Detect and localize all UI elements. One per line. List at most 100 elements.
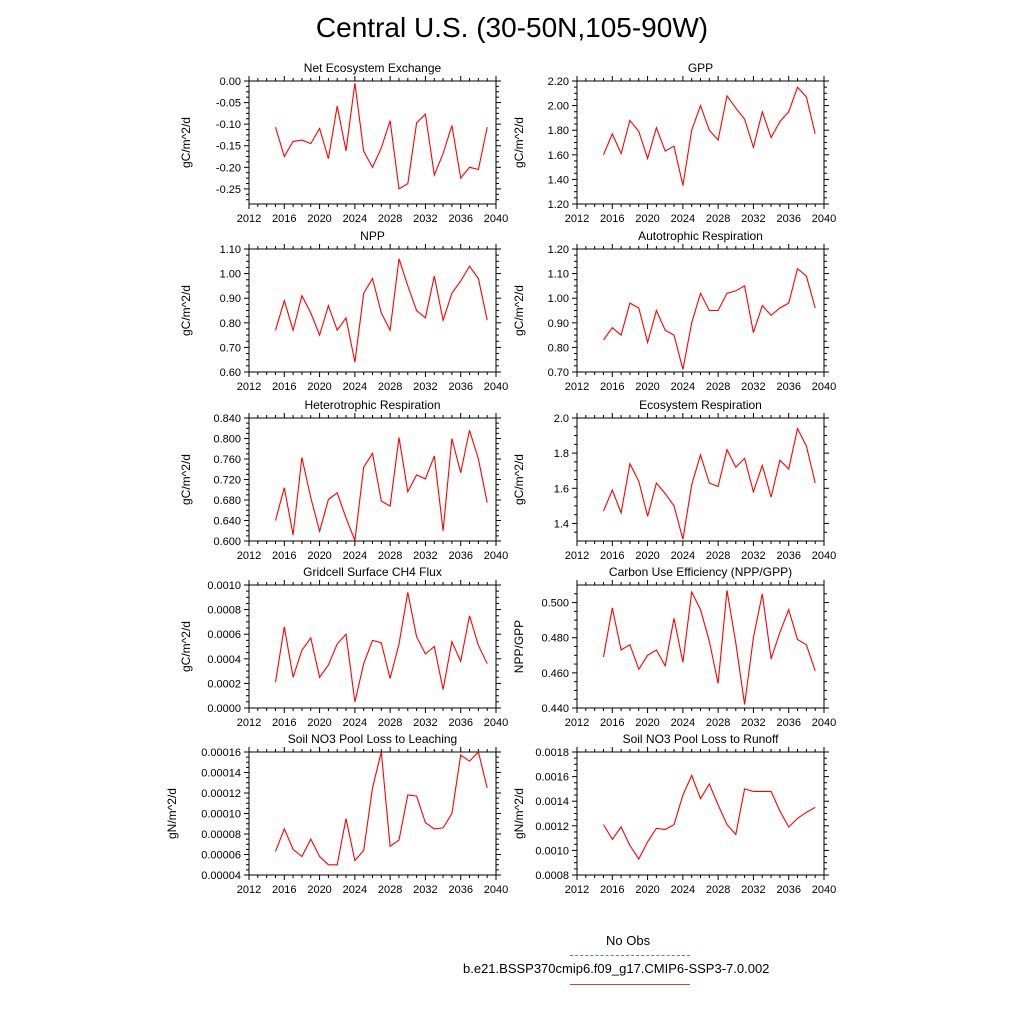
- panel-9-ytick-label: 0.00006: [201, 850, 241, 862]
- panel-9-xtick-label: 2024: [343, 884, 367, 896]
- panel-5-ytick-label: 0.720: [213, 475, 241, 487]
- panel-1-ylabel: gC/m^2/d: [179, 117, 193, 168]
- panel-10-xtick-label: 2016: [600, 884, 624, 896]
- panel-6-xtick-label: 2020: [635, 550, 659, 562]
- panel-7-series-line: [274, 592, 488, 703]
- panel-6-ytick-label: 2.0: [554, 413, 569, 425]
- panel-1-xtick-label: 2024: [343, 213, 367, 225]
- panel-8-xtick-label: 2040: [812, 717, 836, 729]
- panel-7-ytick-label: 0.0006: [207, 629, 241, 641]
- panel-9-xtick-label: 2020: [307, 884, 331, 896]
- panel-10-ytick-label: 0.0012: [535, 821, 569, 833]
- panel-9-frame: [248, 751, 497, 876]
- panel-7-xtick-label: 2016: [272, 717, 296, 729]
- panel-10-ytick-label: 0.0018: [535, 747, 569, 759]
- panel-8-title: Carbon Use Efficiency (NPP/GPP): [609, 565, 792, 579]
- panel-5-ytick-label: 0.600: [213, 536, 241, 548]
- panel-8-ytick-label: 0.460: [541, 668, 569, 680]
- panel-7-ylabel: gC/m^2/d: [179, 621, 193, 672]
- panel-4-xtick-label: 2016: [600, 381, 624, 393]
- panel-9-title: Soil NO3 Pool Loss to Leaching: [288, 732, 457, 746]
- panel-10-xtick-label: 2036: [776, 884, 800, 896]
- panel-4-xtick-label: 2012: [565, 381, 589, 393]
- panel-10-ytick-label: 0.0014: [535, 796, 569, 808]
- panel-6-ytick-label: 1.4: [554, 518, 569, 530]
- panel-9-ytick-label: 0.00008: [201, 829, 241, 841]
- panel-5-xtick-label: 2028: [378, 550, 402, 562]
- panel-9-ytick-label: 0.00010: [201, 809, 241, 821]
- panel-3-series-line: [274, 258, 488, 363]
- panel-2-ytick-label: 2.20: [548, 76, 569, 88]
- panel-5-xtick-label: 2012: [237, 550, 261, 562]
- panel-4-title: Autotrophic Respiration: [638, 229, 763, 243]
- panel-7-ytick-label: 0.0002: [207, 678, 241, 690]
- panel-6-ytick-label: 1.6: [554, 483, 569, 495]
- panel-2-ytick-label: 1.20: [548, 199, 569, 211]
- panel-5-frame: [248, 417, 497, 542]
- panel-3-xtick-label: 2036: [448, 381, 472, 393]
- panel-2-xtick-label: 2032: [741, 213, 765, 225]
- panel-1-ytick-label: -0.10: [216, 119, 241, 131]
- panel-7-ytick-label: 0.0010: [207, 580, 241, 592]
- panel-2-ytick-label: 2.00: [548, 101, 569, 113]
- panel-2-xtick-label: 2012: [565, 213, 589, 225]
- panel-1-ytick-label: -0.25: [216, 184, 241, 196]
- panel-2-xtick-label: 2028: [706, 213, 730, 225]
- panel-8-xtick-label: 2024: [671, 717, 695, 729]
- panel-6-xtick-label: 2012: [565, 550, 589, 562]
- panel-6-xtick-label: 2024: [671, 550, 695, 562]
- panel-3-xtick-label: 2012: [237, 381, 261, 393]
- panel-5-xtick-label: 2032: [413, 550, 437, 562]
- legend-obs-line: [570, 955, 690, 956]
- panel-3-xtick-label: 2020: [307, 381, 331, 393]
- panel-1-ytick-label: -0.20: [216, 162, 241, 174]
- panel-8-xtick-label: 2028: [706, 717, 730, 729]
- panel-3-title: NPP: [360, 229, 385, 243]
- panel-7-xtick-label: 2036: [448, 717, 472, 729]
- panel-3-ytick-label: 0.90: [220, 293, 241, 305]
- panel-9-ytick-label: 0.00014: [201, 768, 241, 780]
- panel-9-xtick-label: 2032: [413, 884, 437, 896]
- panel-10-xtick-label: 2012: [565, 884, 589, 896]
- panel-4-xtick-label: 2036: [776, 381, 800, 393]
- panel-7-ytick-label: 0.0004: [207, 654, 241, 666]
- panel-6-frame: [576, 417, 825, 542]
- panel-6-series-line: [602, 426, 816, 540]
- panel-1-ytick-label: -0.05: [216, 98, 241, 110]
- panel-1-xtick-label: 2028: [378, 213, 402, 225]
- legend-model-label: b.e21.BSSP370cmip6.f09_g17.CMIP6-SSP3-7.…: [463, 961, 770, 976]
- panel-2-frame: [576, 80, 825, 205]
- panel-10-frame: [576, 751, 825, 876]
- panel-4-frame: [576, 248, 825, 373]
- panel-7-xtick-label: 2020: [307, 717, 331, 729]
- panel-10-title: Soil NO3 Pool Loss to Runoff: [623, 732, 780, 746]
- panel-5-xtick-label: 2016: [272, 550, 296, 562]
- panel-2-xtick-label: 2040: [812, 213, 836, 225]
- panel-9-xtick-label: 2028: [378, 884, 402, 896]
- panel-3-xtick-label: 2028: [378, 381, 402, 393]
- panel-1-xtick-label: 2040: [484, 213, 508, 225]
- panel-4-xtick-label: 2032: [741, 381, 765, 393]
- panel-7-xtick-label: 2024: [343, 717, 367, 729]
- panel-2-xtick-label: 2036: [776, 213, 800, 225]
- panel-4-xtick-label: 2040: [812, 381, 836, 393]
- panel-1-ytick-label: -0.15: [216, 141, 241, 153]
- panel-5-ytick-label: 0.840: [213, 413, 241, 425]
- panel-2-ytick-label: 1.80: [548, 125, 569, 137]
- panel-2-xtick-label: 2020: [635, 213, 659, 225]
- panel-5-xtick-label: 2040: [484, 550, 508, 562]
- panel-7-xtick-label: 2032: [413, 717, 437, 729]
- panel-1-xtick-label: 2012: [237, 213, 261, 225]
- panel-5-xtick-label: 2020: [307, 550, 331, 562]
- panel-3-ytick-label: 0.60: [220, 367, 241, 379]
- panel-10-ytick-label: 0.0008: [535, 870, 569, 882]
- panel-5-xtick-label: 2036: [448, 550, 472, 562]
- panel-9-xtick-label: 2012: [237, 884, 261, 896]
- panel-8-ytick-label: 0.500: [541, 598, 569, 610]
- panel-4-ytick-label: 1.00: [548, 293, 569, 305]
- panel-3-ylabel: gC/m^2/d: [179, 285, 193, 336]
- panel-4-ytick-label: 0.70: [548, 367, 569, 379]
- panel-5-ylabel: gC/m^2/d: [179, 454, 193, 505]
- legend-obs-label: No Obs: [606, 933, 651, 948]
